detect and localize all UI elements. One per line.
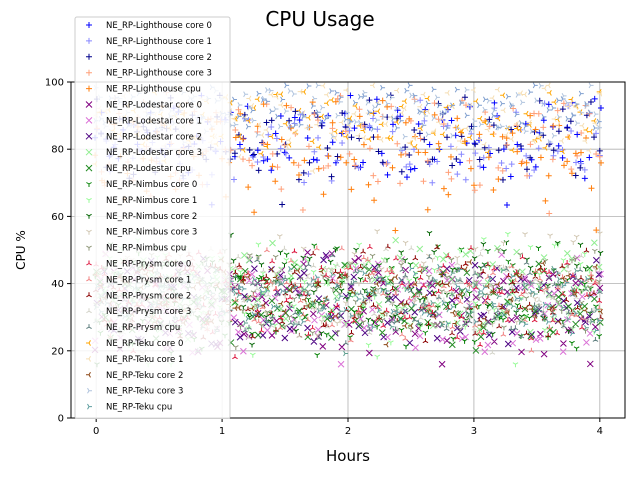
y-tick-label: 20 [51, 346, 64, 357]
legend-label: NE_RP-Prysm core 0 [106, 260, 191, 270]
y-tick-label: 80 [51, 145, 64, 156]
legend-entry: NE_RP-Lodestar core 2 [85, 132, 202, 142]
legend-label: NE_RP-Lodestar core 2 [106, 132, 202, 142]
legend-entry: NE_RP-Teku core 1 [86, 355, 183, 365]
legend-entry: NE_RP-Teku core 3 [87, 387, 183, 397]
legend-marker [86, 182, 92, 187]
chart-title: CPU Usage [265, 7, 374, 31]
x-tick-label: 3 [471, 426, 477, 437]
legend-marker [86, 22, 92, 28]
legend-entry: NE_RP-Teku core 2 [86, 371, 183, 381]
legend-label: NE_RP-Nimbus cpu [106, 244, 186, 254]
legend-entry: NE_RP-Lodestar core 1 [85, 116, 202, 126]
legend-label: NE_RP-Lodestar cpu [106, 164, 191, 174]
legend-marker [86, 53, 92, 60]
legend-marker [86, 213, 92, 219]
legend-marker [86, 260, 92, 266]
legend-entry: NE_RP-Lighthouse core 3 [86, 69, 212, 79]
legend-entry: NE_RP-Prysm core 1 [86, 275, 191, 285]
legend-entry: NE_RP-Prysm cpu [86, 323, 180, 333]
legend-marker [85, 117, 93, 124]
y-tick-label: 40 [51, 279, 64, 290]
legend-marker [86, 245, 92, 251]
legend-entry: NE_RP-Lodestar core 0 [85, 101, 202, 111]
legend-label: NE_RP-Nimbus core 2 [106, 212, 197, 222]
y-tick-label: 60 [51, 212, 64, 223]
legend-entry: NE_RP-Teku core 0 [86, 339, 183, 349]
legend-entry: NE_RP-Lodestar core 3 [85, 148, 202, 158]
legend-label: NE_RP-Prysm core 1 [106, 275, 191, 285]
legend-marker [86, 356, 91, 362]
legend-marker [86, 292, 92, 298]
legend-entry: NE_RP-Nimbus core 1 [86, 196, 197, 206]
legend-label: NE_RP-Lighthouse core 1 [106, 37, 212, 47]
legend-entry: NE_RP-Nimbus core 0 [86, 180, 197, 190]
legend-label: NE_RP-Prysm core 3 [106, 307, 191, 317]
x-tick-label: 4 [597, 426, 603, 437]
legend-marker [86, 37, 92, 44]
legend-label: NE_RP-Teku core 3 [106, 387, 183, 397]
legend-marker [86, 308, 92, 314]
legend-entry: NE_RP-Prysm core 2 [86, 291, 191, 301]
legend-marker [86, 324, 92, 330]
legend-marker [86, 371, 91, 378]
legend-label: NE_RP-Lighthouse core 0 [106, 21, 212, 31]
legend-label: NE_RP-Lodestar core 1 [106, 116, 202, 126]
legend-label: NE_RP-Lighthouse core 3 [106, 69, 212, 79]
legend-marker [85, 132, 93, 140]
legend-marker [85, 164, 93, 172]
legend-entry: NE_RP-Nimbus cpu [86, 244, 186, 254]
y-tick-label: 100 [45, 78, 64, 89]
legend-box [74, 16, 231, 419]
legend-marker [86, 276, 92, 282]
legend-entry: NE_RP-Lodestar cpu [85, 164, 191, 174]
legend-marker [86, 85, 92, 92]
legend-label: NE_RP-Teku core 2 [106, 371, 183, 381]
legend-label: NE_RP-Teku core 0 [106, 339, 183, 349]
legend-entry: NE_RP-Lighthouse core 0 [86, 21, 212, 31]
legend-entry: NE_RP-Nimbus core 2 [86, 212, 197, 222]
legend-marker [85, 101, 93, 108]
legend-label: NE_RP-Lighthouse cpu [106, 85, 201, 95]
legend-label: NE_RP-Lodestar core 0 [106, 101, 202, 111]
y-tick-label: 0 [58, 414, 64, 425]
legend-marker [86, 229, 92, 235]
legend-label: NE_RP-Teku cpu [106, 403, 172, 413]
legend-entry: NE_RP-Nimbus core 3 [86, 228, 197, 238]
legend-label: NE_RP-Lighthouse core 2 [106, 53, 212, 63]
legend-entry: NE_RP-Prysm core 0 [86, 260, 191, 270]
x-tick-label: 2 [345, 426, 351, 437]
legend-label: NE_RP-Nimbus core 3 [106, 228, 197, 238]
legend-entry: NE_RP-Prysm core 3 [86, 307, 191, 317]
x-tick-label: 1 [219, 426, 225, 437]
legend-entry: NE_RP-Lighthouse core 2 [86, 53, 212, 63]
legend-entry: NE_RP-Lighthouse cpu [86, 85, 201, 95]
legend-label: NE_RP-Nimbus core 1 [106, 196, 197, 206]
x-tick-label: 0 [93, 426, 99, 437]
legend-marker [86, 197, 92, 203]
legend-label: NE_RP-Prysm cpu [106, 323, 180, 333]
legend-marker [86, 340, 91, 346]
legend-entry: NE_RP-Lighthouse core 1 [86, 37, 212, 47]
legend-marker [87, 403, 92, 410]
legend-label: NE_RP-Lodestar core 3 [106, 148, 202, 158]
legend-label: NE_RP-Prysm core 2 [106, 291, 191, 301]
x-axis-label: Hours [326, 447, 370, 465]
legend-entry: NE_RP-Teku cpu [87, 403, 172, 413]
legend: NE_RP-Lighthouse core 0 NE_RP-Lighthouse … [74, 16, 231, 419]
legend-marker [85, 148, 93, 156]
y-axis-label: CPU % [14, 230, 28, 270]
legend-label: NE_RP-Teku core 1 [106, 355, 183, 365]
legend-label: NE_RP-Nimbus core 0 [106, 180, 197, 190]
legend-marker [86, 69, 92, 76]
legend-marker [87, 387, 92, 394]
